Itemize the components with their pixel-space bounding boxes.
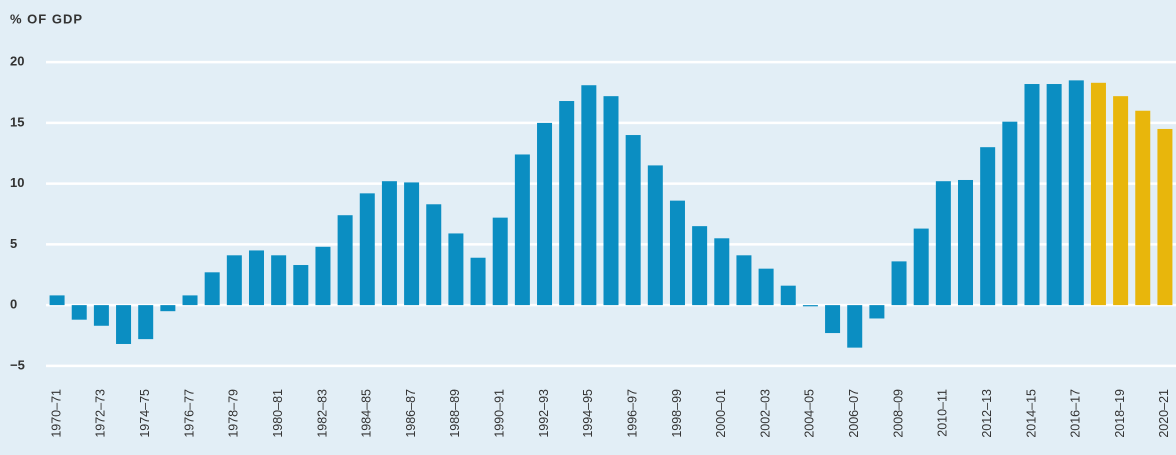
bar <box>138 305 154 340</box>
bar <box>958 179 974 306</box>
x-tick-label: 1976–77 <box>182 389 196 438</box>
bar <box>71 305 87 320</box>
bar <box>1046 84 1062 306</box>
x-tick-label: 2004–05 <box>803 389 817 438</box>
y-tick-label: 10 <box>10 175 24 190</box>
bar <box>470 257 486 306</box>
bar <box>248 250 264 306</box>
bar <box>116 305 132 344</box>
bar <box>381 181 397 306</box>
bar <box>559 101 575 306</box>
bar <box>492 217 508 306</box>
x-tick-label: 2002–03 <box>758 389 772 438</box>
bar <box>49 295 65 306</box>
bar <box>891 261 907 306</box>
y-axis-label: % OF GDP <box>10 11 83 26</box>
bar <box>1157 128 1173 306</box>
bar <box>647 165 663 306</box>
x-tick-label: 2016–17 <box>1069 389 1083 438</box>
bar <box>537 122 553 306</box>
bar <box>337 215 353 306</box>
bar <box>293 265 309 306</box>
x-tick-label: 1972–73 <box>94 389 108 438</box>
bar <box>736 255 752 306</box>
bar <box>1002 121 1018 306</box>
y-tick-label: 0 <box>10 297 17 312</box>
bar <box>93 305 109 326</box>
x-tick-label: 1990–91 <box>493 389 507 438</box>
x-tick-label: 1994–95 <box>581 389 595 438</box>
x-tick-label: 1986–87 <box>404 389 418 438</box>
bar <box>160 305 176 312</box>
bar <box>603 96 619 306</box>
x-tick-label: 1988–89 <box>448 389 462 438</box>
x-tick-label: 1984–85 <box>360 389 374 438</box>
bar <box>514 154 530 306</box>
bar <box>825 305 841 334</box>
bar <box>404 182 420 306</box>
bar <box>1135 110 1151 306</box>
x-tick-label: 2006–07 <box>847 389 861 438</box>
x-tick-label: 1974–75 <box>138 389 152 438</box>
bar <box>913 228 929 306</box>
x-tick-label: 2018–19 <box>1113 389 1127 438</box>
x-tick-label: 2020–21 <box>1157 389 1171 438</box>
y-tick-label: 20 <box>10 54 24 69</box>
bar <box>426 204 442 306</box>
bar <box>226 255 242 306</box>
x-tick-label: 1970–71 <box>49 389 63 438</box>
bar <box>802 305 818 307</box>
bar <box>758 268 774 306</box>
bar <box>315 246 331 306</box>
bar <box>1024 84 1040 306</box>
bar <box>847 305 863 348</box>
bar <box>1068 80 1084 306</box>
bar <box>625 135 641 306</box>
bar <box>692 226 708 306</box>
x-tick-label: 1980–81 <box>271 389 285 438</box>
x-tick-label: 2014–15 <box>1024 389 1038 438</box>
bar <box>669 200 685 306</box>
bar <box>869 305 885 319</box>
x-tick-label: 2012–13 <box>980 389 994 438</box>
x-tick-label: 2000–01 <box>714 389 728 438</box>
bar <box>359 193 375 306</box>
bar <box>1090 82 1106 306</box>
bar <box>1113 96 1129 306</box>
bar <box>780 285 796 306</box>
y-tick-label: 15 <box>10 114 24 129</box>
x-tick-label: 2010–11 <box>936 389 950 437</box>
x-tick-label: 1978–79 <box>227 389 241 438</box>
x-tick-label: 1982–83 <box>315 389 329 438</box>
x-tick-label: 1996–97 <box>625 389 639 438</box>
bar <box>182 295 198 306</box>
bar <box>714 238 730 306</box>
x-tick-label: 1998–99 <box>670 389 684 438</box>
bar <box>448 233 464 306</box>
bar <box>935 181 951 306</box>
x-tick-label: 1992–93 <box>537 389 551 438</box>
bar <box>581 85 597 306</box>
bar <box>980 147 996 306</box>
y-tick-label: 5 <box>10 236 17 251</box>
bar <box>204 272 220 306</box>
x-tick-label: 2008–09 <box>891 389 905 438</box>
y-tick-label: −5 <box>10 357 25 372</box>
bar <box>271 255 287 306</box>
